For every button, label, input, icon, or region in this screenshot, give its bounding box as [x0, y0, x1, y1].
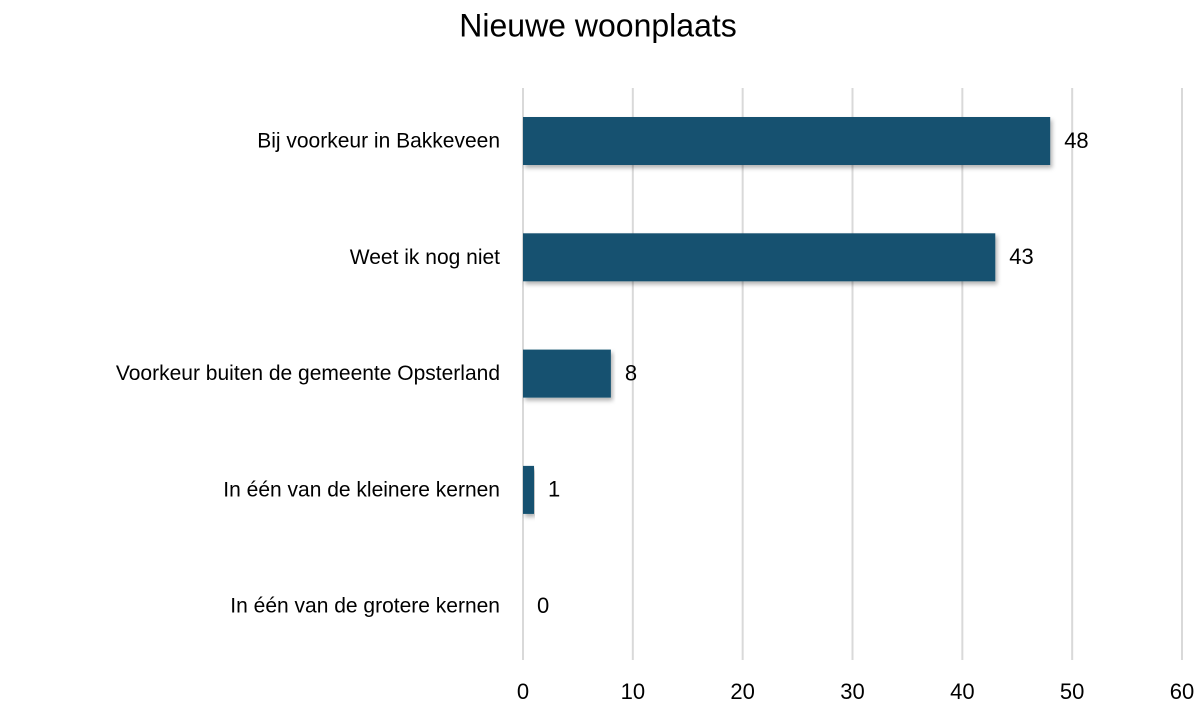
value-label: 48 — [1064, 128, 1088, 153]
x-tick-label: 0 — [517, 679, 529, 704]
chart-title: Nieuwe woonplaats — [459, 7, 737, 43]
value-label: 1 — [548, 477, 560, 502]
y-tick-label: In één van de grotere kernen — [230, 595, 500, 618]
y-tick-label: Voorkeur buiten de gemeente Opsterland — [116, 362, 500, 385]
bar — [523, 349, 611, 398]
x-tick-label: 30 — [840, 679, 864, 704]
x-tick-label: 10 — [621, 679, 645, 704]
y-tick-label: Weet ik nog niet — [350, 246, 500, 269]
value-label: 8 — [625, 360, 637, 385]
value-label: 43 — [1009, 244, 1033, 269]
x-tick-label: 40 — [950, 679, 974, 704]
value-label: 0 — [537, 593, 549, 618]
bar — [523, 233, 996, 282]
x-tick-label: 20 — [730, 679, 754, 704]
x-tick-label: 60 — [1170, 679, 1194, 704]
bar — [523, 465, 534, 514]
bar — [523, 117, 1051, 165]
y-tick-label: In één van de kleinere kernen — [223, 478, 500, 501]
y-tick-label: Bij voorkeur in Bakkeveen — [257, 130, 500, 153]
x-tick-label: 50 — [1060, 679, 1084, 704]
